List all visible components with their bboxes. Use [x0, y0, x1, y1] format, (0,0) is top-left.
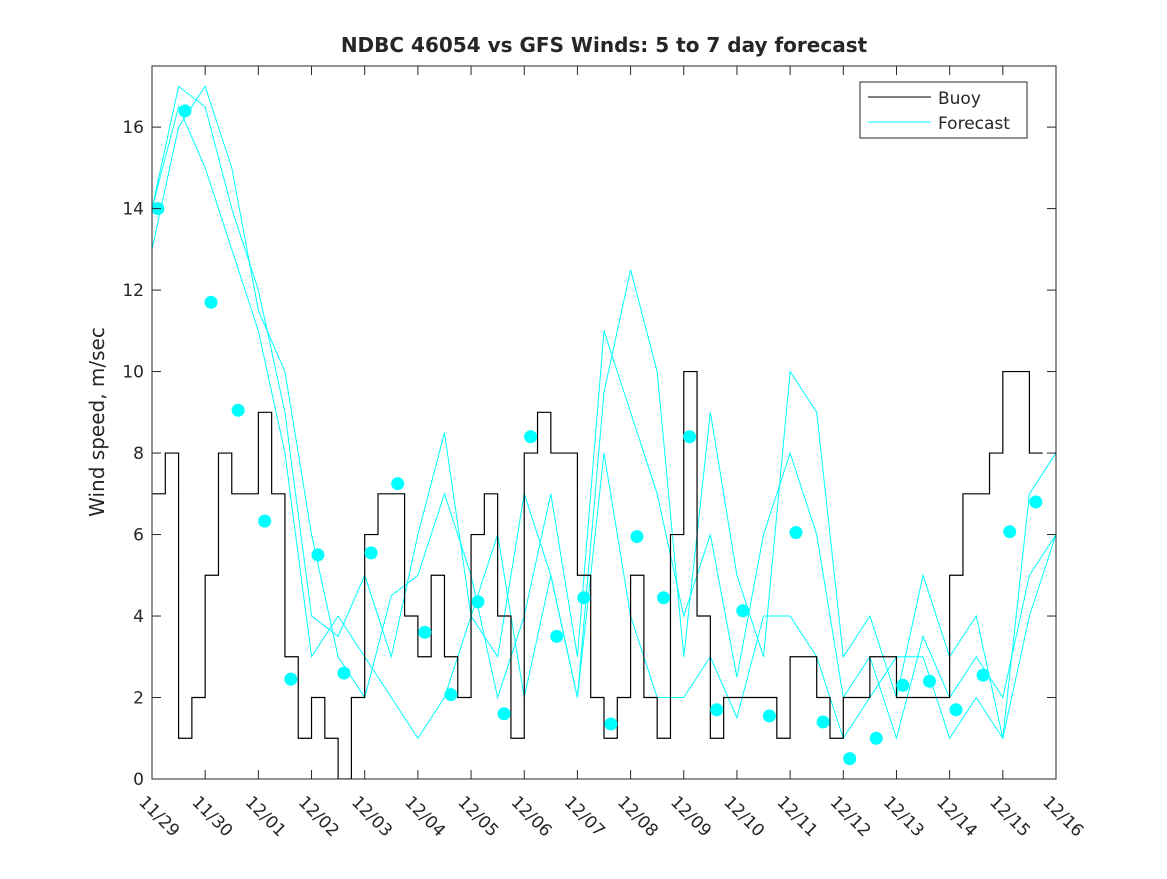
forecast-point — [471, 595, 485, 609]
forecast-point — [418, 625, 432, 639]
y-axis-label: Wind speed, m/sec — [85, 327, 109, 517]
chart-title: NDBC 46054 vs GFS Winds: 5 to 7 day fore… — [341, 33, 868, 57]
legend-box — [859, 81, 1028, 139]
y-tick-label: 6 — [133, 526, 144, 546]
forecast-point — [258, 514, 272, 528]
y-tick-label: 10 — [122, 363, 144, 383]
y-tick-label: 8 — [133, 444, 144, 464]
x-tick-label: 12/04 — [400, 792, 449, 841]
forecast-point — [178, 104, 192, 118]
y-tick-label: 0 — [133, 770, 144, 790]
legend-buoy-label: Buoy — [938, 89, 981, 109]
forecast-point — [922, 674, 936, 688]
forecast-line-1 — [152, 85, 1056, 741]
x-tick-label: 12/09 — [666, 792, 715, 841]
x-tick-label: 12/01 — [241, 792, 290, 841]
buoy-line — [152, 370, 1043, 779]
forecast-point — [762, 709, 776, 723]
forecast-point — [976, 668, 990, 682]
forecast-line-2 — [152, 105, 1056, 740]
forecast-point — [789, 526, 803, 540]
forecast-point — [284, 672, 298, 686]
x-tick-label: 12/16 — [1038, 792, 1087, 841]
x-tick-label: 12/12 — [826, 792, 875, 841]
x-tick-label: 12/03 — [347, 792, 396, 841]
legend-forecast-label: Forecast — [938, 114, 1010, 134]
x-tick-label: 12/08 — [613, 792, 662, 841]
forecast-point — [444, 688, 458, 702]
forecast-point — [311, 548, 325, 562]
x-tick-label: 12/06 — [507, 792, 556, 841]
y-tick-label: 14 — [122, 200, 144, 220]
legend: Buoy Forecast — [859, 81, 1028, 139]
forecast-point — [231, 403, 245, 417]
x-tick-label: 12/10 — [719, 792, 768, 841]
forecast-point — [630, 530, 644, 544]
y-tick-label: 16 — [122, 118, 144, 138]
x-tick-label: 12/02 — [294, 792, 343, 841]
forecast-point — [204, 295, 218, 309]
forecast-point — [736, 604, 750, 618]
forecast-point — [1029, 495, 1043, 509]
forecast-point — [657, 591, 671, 605]
forecast-point — [1003, 525, 1017, 539]
x-tick-label: 12/13 — [879, 792, 928, 841]
plot-background — [152, 66, 1056, 779]
forecast-point — [577, 591, 591, 605]
x-tick-label: 12/15 — [985, 792, 1034, 841]
forecast-point — [364, 546, 378, 560]
forecast-point — [869, 731, 883, 745]
forecast-line-0 — [152, 85, 1056, 739]
x-tick-label: 12/11 — [773, 792, 822, 841]
forecast-point — [843, 752, 857, 766]
forecast-point — [524, 430, 538, 444]
forecast-point — [710, 703, 724, 717]
forecast-point — [896, 678, 910, 692]
y-tick-label: 4 — [133, 607, 144, 627]
y-tick-label: 12 — [122, 281, 144, 301]
forecast-point — [604, 717, 618, 731]
forecast-point — [683, 430, 697, 444]
x-tick-label: 12/05 — [454, 792, 503, 841]
x-tick-label: 12/14 — [932, 792, 981, 841]
forecast-point — [550, 629, 564, 643]
x-tick-label: 11/29 — [134, 792, 183, 841]
forecast-point — [816, 715, 830, 729]
x-tick-label: 11/30 — [188, 792, 237, 841]
forecast-point — [949, 703, 963, 717]
forecast-point — [337, 666, 351, 680]
forecast-point — [391, 477, 405, 491]
y-tick-label: 2 — [133, 689, 144, 709]
forecast-point — [497, 707, 511, 721]
axes-box — [151, 65, 1057, 780]
x-tick-label: 12/07 — [560, 792, 609, 841]
